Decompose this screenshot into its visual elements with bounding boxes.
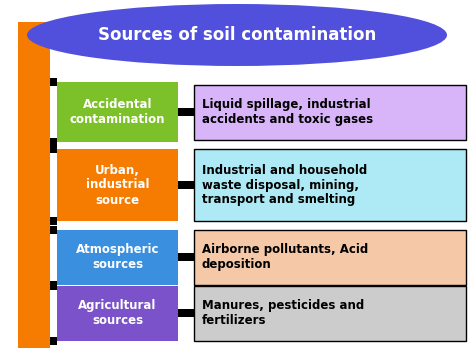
Bar	[57, 149, 178, 221]
Bar	[194, 230, 466, 285]
Text: Liquid spillage, industrial
accidents and toxic gases: Liquid spillage, industrial accidents an…	[202, 98, 373, 126]
Bar	[50, 145, 57, 153]
Bar	[178, 309, 194, 317]
Text: Atmospheric
sources: Atmospheric sources	[76, 243, 159, 271]
Bar	[178, 108, 194, 116]
Bar	[57, 82, 178, 142]
Text: Airborne pollutants, Acid
deposition: Airborne pollutants, Acid deposition	[202, 243, 368, 271]
Bar	[50, 225, 57, 233]
Bar	[194, 149, 466, 221]
Bar	[194, 84, 466, 140]
Bar	[50, 281, 57, 289]
Bar	[194, 286, 466, 341]
Bar	[178, 181, 194, 189]
Text: Accidental
contamination: Accidental contamination	[70, 98, 165, 126]
Bar	[50, 280, 57, 288]
Bar	[57, 286, 178, 341]
Bar	[50, 78, 57, 86]
Bar	[178, 253, 194, 261]
Text: Agricultural
sources: Agricultural sources	[78, 299, 157, 327]
Bar	[50, 217, 57, 225]
Text: Industrial and household
waste disposal, mining,
transport and smelting: Industrial and household waste disposal,…	[202, 163, 367, 206]
Bar	[50, 336, 57, 344]
Text: Manures, pesticides and
fertilizers: Manures, pesticides and fertilizers	[202, 299, 364, 327]
Text: Urban,
industrial
source: Urban, industrial source	[86, 163, 149, 206]
Bar	[18, 22, 50, 348]
Bar	[57, 230, 178, 285]
Bar	[50, 138, 57, 146]
Text: Sources of soil contamination: Sources of soil contamination	[98, 26, 376, 44]
Ellipse shape	[27, 4, 447, 66]
